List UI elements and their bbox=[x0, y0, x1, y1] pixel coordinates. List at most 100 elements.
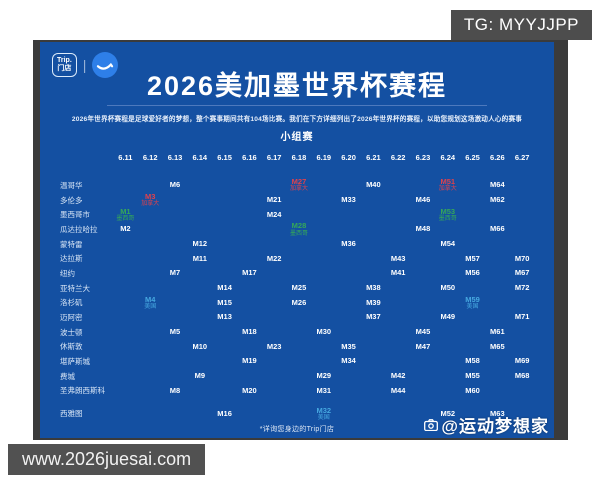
city-label: 堪萨斯城 bbox=[60, 357, 90, 367]
trip-badge-line1: Trip. bbox=[57, 56, 72, 64]
match-cell: M70 bbox=[510, 253, 535, 263]
match-number: M39 bbox=[366, 297, 381, 307]
match-cell: M41 bbox=[386, 269, 411, 278]
city-label: 瓜达拉哈拉 bbox=[60, 224, 98, 234]
date-header: 6.27 bbox=[514, 152, 530, 162]
footer-note: *详询您身边的Trip门店 bbox=[259, 426, 335, 433]
match-number: M40 bbox=[366, 180, 381, 190]
date-header: 6.18 bbox=[291, 152, 307, 162]
city-label: 迈阿密 bbox=[60, 313, 83, 323]
match-cell: M36 bbox=[336, 238, 361, 248]
schedule-row: 温哥华 M6 M27 加拿大 M40 M51 加拿大 M64 bbox=[40, 177, 554, 193]
match-team-label: 加拿大 bbox=[289, 186, 308, 193]
match-cell: M27 加拿大 bbox=[287, 177, 312, 193]
match-number: M24 bbox=[266, 209, 282, 219]
date-header: 6.11 bbox=[118, 152, 133, 162]
date-header-row: 6.11 6.12 6.13 6.14 6.15 6.16 6.17 6.18 6.19 6.20… bbox=[40, 150, 554, 164]
match-cell: M51 加拿大 bbox=[435, 177, 460, 193]
match-number: M31 bbox=[316, 385, 332, 395]
match-number: M43 bbox=[390, 253, 406, 263]
match-cell: M8 bbox=[163, 385, 188, 395]
city-label: 费城 bbox=[60, 371, 75, 381]
match-number: M5 bbox=[169, 327, 181, 337]
match-number: M4 bbox=[144, 294, 156, 304]
match-cell: M65 bbox=[485, 342, 510, 351]
match-number: M44 bbox=[390, 385, 406, 395]
date-header: 6.14 bbox=[192, 152, 208, 162]
match-cell: M24 bbox=[262, 209, 287, 219]
schedule-row: 墨西哥市 M1 墨西哥 M24 M53 墨西哥 bbox=[40, 207, 554, 222]
match-number: M59 bbox=[465, 294, 480, 304]
match-number: M52 bbox=[440, 408, 456, 418]
match-number: M70 bbox=[514, 253, 530, 263]
match-cell: M56 bbox=[460, 269, 485, 278]
match-cell: M66 bbox=[485, 224, 510, 234]
match-cell: M5 bbox=[163, 327, 188, 337]
match-cell: M17 bbox=[237, 268, 262, 278]
match-cell: M34 bbox=[336, 357, 361, 366]
match-number: M9 bbox=[194, 371, 205, 381]
match-number: M61 bbox=[490, 327, 505, 337]
date-header: 6.17 bbox=[266, 152, 282, 162]
match-number: M7 bbox=[169, 268, 181, 278]
trip-store-badge-icon: Trip. 门店 bbox=[52, 52, 77, 78]
watermark-telegram: TG: MYYJJPP bbox=[450, 10, 592, 40]
match-cell: M63 bbox=[485, 408, 510, 418]
schedule-row: 多伦多 M3 加拿大 M21 M33 M46 M62 bbox=[40, 192, 554, 208]
schedule-row: 蒙特雷 M12 M36 M54 bbox=[40, 237, 554, 252]
title-divider bbox=[106, 105, 488, 106]
schedule-row: 波士顿 M5 M18 M30 M45 M61 bbox=[40, 325, 554, 340]
match-cell: M68 bbox=[510, 371, 535, 381]
schedule-row: 西雅图 M16 M32 美国 M52 M63 bbox=[40, 406, 554, 421]
match-number: M20 bbox=[242, 385, 257, 395]
match-number: M14 bbox=[217, 283, 232, 293]
date-header: 6.26 bbox=[490, 152, 505, 162]
match-number: M1 bbox=[120, 206, 131, 216]
city-label: 达拉斯 bbox=[60, 254, 83, 264]
match-number: M15 bbox=[217, 297, 232, 307]
schedule-row: 迈阿密 M13 M37 M49 M71 bbox=[40, 310, 554, 325]
match-cell: M13 bbox=[212, 313, 237, 322]
schedule-row: 费城 M9 M29 M42 M55 M68 bbox=[40, 369, 554, 384]
city-label: 亚特兰大 bbox=[60, 283, 90, 293]
poster-title: 2026美加墨世界杯赛程 bbox=[146, 71, 448, 101]
city-label: 纽约 bbox=[60, 268, 75, 278]
match-cell: M37 bbox=[361, 313, 386, 322]
match-cell: M55 bbox=[460, 371, 485, 380]
match-team-label: 墨西哥 bbox=[289, 230, 308, 237]
match-number: M2 bbox=[120, 224, 131, 234]
schedule-row: 瓜达拉哈拉 M2 M28 墨西哥 M48 M66 bbox=[40, 222, 554, 237]
match-number: M66 bbox=[490, 224, 505, 234]
city-label: 多伦多 bbox=[60, 195, 83, 205]
match-cell: M69 bbox=[510, 357, 535, 366]
poster-subtitle: 2026年世界杯赛程是足球爱好者的梦想，整个赛事期间共有104场比赛。我们在下方… bbox=[71, 116, 523, 123]
match-number: M72 bbox=[514, 283, 530, 293]
city-label: 圣弗朗西斯科 bbox=[60, 386, 105, 396]
city-label: 西雅图 bbox=[60, 409, 83, 419]
match-cell: M1 墨西哥 bbox=[113, 206, 138, 222]
match-cell: M57 bbox=[460, 254, 485, 263]
match-team-label: 墨西哥 bbox=[438, 215, 457, 222]
match-number: M36 bbox=[341, 238, 356, 248]
match-team-label: 加拿大 bbox=[438, 186, 457, 193]
city-label: 温哥华 bbox=[60, 180, 83, 190]
date-header: 6.20 bbox=[341, 152, 356, 162]
date-header: 6.22 bbox=[390, 152, 406, 162]
match-cell: M42 bbox=[386, 371, 411, 380]
match-cell: M2 bbox=[113, 224, 138, 234]
match-number: M8 bbox=[169, 385, 181, 395]
match-cell: M12 bbox=[187, 239, 212, 248]
match-number: M28 bbox=[291, 221, 307, 231]
match-cell: M19 bbox=[237, 357, 262, 366]
city-label: 休斯敦 bbox=[60, 342, 83, 352]
date-header: 6.16 bbox=[242, 152, 257, 162]
match-team-label: 美国 bbox=[466, 303, 479, 310]
match-number: M71 bbox=[514, 312, 530, 322]
brand: Trip. 门店 | bbox=[52, 52, 119, 78]
match-number: M17 bbox=[242, 268, 257, 278]
match-cell: M10 bbox=[187, 342, 212, 351]
match-cell: M21 bbox=[262, 195, 287, 204]
match-number: M68 bbox=[514, 371, 530, 381]
match-number: M63 bbox=[490, 408, 505, 418]
